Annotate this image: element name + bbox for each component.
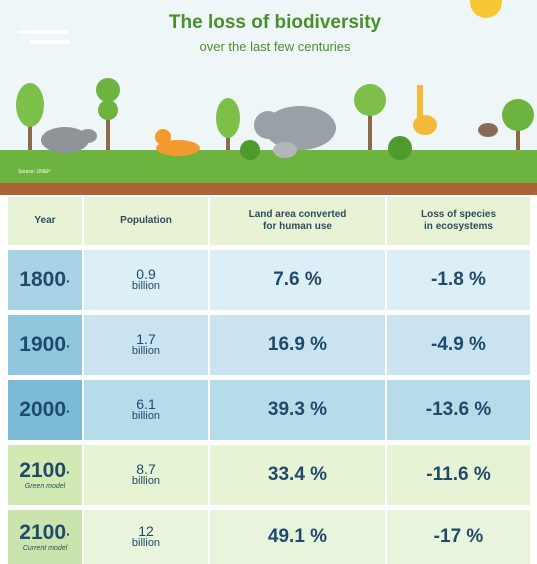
year-cell: 2100Current model xyxy=(8,510,82,564)
population-unit: billion xyxy=(132,476,160,487)
grass xyxy=(0,150,537,183)
species-loss: -17 % xyxy=(434,526,484,548)
cloud xyxy=(18,30,68,34)
column-header: Population xyxy=(84,197,208,245)
land-cell: 33.4 % xyxy=(210,445,385,505)
species-loss: -1.8 % xyxy=(431,269,486,291)
model-note: Current model xyxy=(23,545,67,552)
species-loss: -4.9 % xyxy=(431,334,486,356)
year: 2000 xyxy=(19,399,70,422)
land-cell: 49.1 % xyxy=(210,510,385,564)
land-cell: 7.6 % xyxy=(210,250,385,310)
year: 2100 xyxy=(19,460,70,483)
population-unit: billion xyxy=(132,346,160,357)
ground xyxy=(0,183,537,195)
loss-cell: -4.9 % xyxy=(387,315,530,375)
year-cell: 1900 xyxy=(8,315,82,375)
population-unit: billion xyxy=(132,281,160,292)
land-cell: 39.3 % xyxy=(210,380,385,440)
header-text: Land area converted xyxy=(249,209,347,221)
cloud xyxy=(30,40,70,44)
header-text: Population xyxy=(120,215,172,227)
infographic: Source: UNEP The loss of biodiversity ov… xyxy=(0,0,537,564)
model-note: Green model xyxy=(25,483,65,490)
land-area: 7.6 % xyxy=(273,269,322,291)
source: Source: UNEP xyxy=(18,169,51,175)
land-area: 33.4 % xyxy=(268,464,327,486)
year: 1900 xyxy=(19,334,70,357)
land-area: 16.9 % xyxy=(268,334,327,356)
loss-cell: -13.6 % xyxy=(387,380,530,440)
land-area: 49.1 % xyxy=(268,526,327,548)
subtitle: over the last few centuries xyxy=(199,39,351,54)
species-loss: -11.6 % xyxy=(426,464,490,486)
header-text: in ecosystems xyxy=(424,221,493,233)
population-unit: billion xyxy=(132,538,160,549)
year: 2100 xyxy=(19,522,70,545)
land-cell: 16.9 % xyxy=(210,315,385,375)
species-loss: -13.6 % xyxy=(426,399,491,421)
illustration: Source: UNEP The loss of biodiversity ov… xyxy=(0,0,537,195)
population-unit: billion xyxy=(132,411,160,422)
column-header: Year xyxy=(8,197,82,245)
land-area: 39.3 % xyxy=(268,399,327,421)
loss-cell: -1.8 % xyxy=(387,250,530,310)
loss-cell: -11.6 % xyxy=(387,445,530,505)
year-cell: 2100Green model xyxy=(8,445,82,505)
year-cell: 1800 xyxy=(8,250,82,310)
loss-cell: -17 % xyxy=(387,510,530,564)
year: 1800 xyxy=(19,269,70,292)
year-cell: 2000 xyxy=(8,380,82,440)
header-text: Loss of species xyxy=(421,209,496,221)
header-text: Year xyxy=(34,215,55,227)
header-text: for human use xyxy=(263,221,332,233)
title: The loss of biodiversity xyxy=(169,12,382,33)
